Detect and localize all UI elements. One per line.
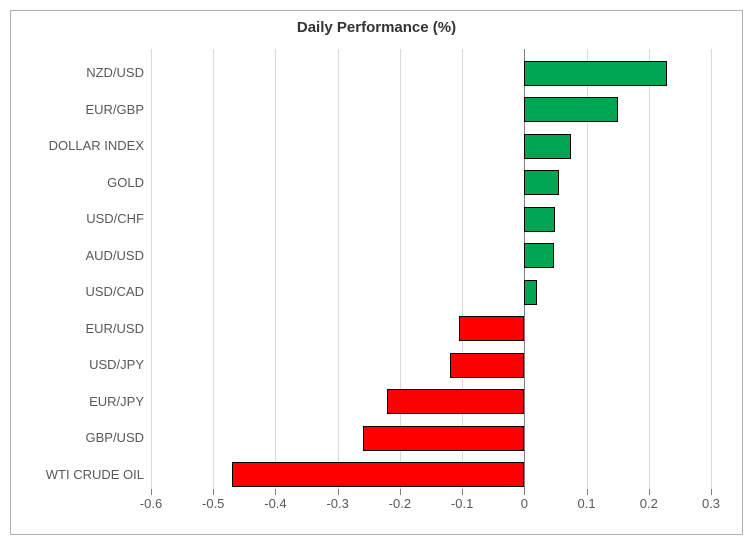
x-axis-label: 0 <box>521 496 528 511</box>
x-axis-label: -0.1 <box>451 496 473 511</box>
y-axis-label: AUD/USD <box>14 249 144 262</box>
y-axis-label: GOLD <box>14 176 144 189</box>
plot-area <box>151 49 711 489</box>
bar <box>363 426 525 451</box>
chart-title: Daily Performance (%) <box>11 11 742 41</box>
bar <box>524 61 667 86</box>
bar <box>459 316 524 341</box>
gridline <box>213 49 214 489</box>
y-axis-label: USD/JPY <box>14 358 144 371</box>
bar <box>524 170 558 195</box>
y-axis-label: EUR/USD <box>14 322 144 335</box>
x-axis-label: 0.2 <box>640 496 658 511</box>
y-axis-label: USD/CHF <box>14 212 144 225</box>
x-tick-mark <box>275 489 276 495</box>
x-axis-label: -0.4 <box>264 496 286 511</box>
x-tick-mark <box>213 489 214 495</box>
x-tick-mark <box>400 489 401 495</box>
y-axis-label: EUR/GBP <box>14 103 144 116</box>
x-axis-label: -0.3 <box>326 496 348 511</box>
y-axis-label: NZD/USD <box>14 66 144 79</box>
bar <box>524 243 554 268</box>
x-axis-label: -0.6 <box>140 496 162 511</box>
x-axis-label: -0.5 <box>202 496 224 511</box>
y-axis-label: EUR/JPY <box>14 395 144 408</box>
x-tick-mark <box>151 489 152 495</box>
x-axis-label: -0.2 <box>389 496 411 511</box>
x-axis-label: 0.3 <box>702 496 720 511</box>
bar <box>524 207 555 232</box>
bar <box>232 462 524 487</box>
x-tick-mark <box>587 489 588 495</box>
bar <box>387 389 524 414</box>
y-axis-label: GBP/USD <box>14 431 144 444</box>
bar <box>524 134 571 159</box>
gridline <box>711 49 712 489</box>
gridline <box>275 49 276 489</box>
x-tick-mark <box>711 489 712 495</box>
gridline <box>462 49 463 489</box>
y-axis-label: USD/CAD <box>14 285 144 298</box>
gridline <box>400 49 401 489</box>
gridline <box>649 49 650 489</box>
y-axis-label: WTI CRUDE OIL <box>14 468 144 481</box>
x-tick-mark <box>338 489 339 495</box>
bar <box>524 280 536 305</box>
y-axis-label: DOLLAR INDEX <box>14 139 144 152</box>
x-axis-label: 0.1 <box>578 496 596 511</box>
gridline <box>151 49 152 489</box>
bar <box>524 97 617 122</box>
x-tick-mark <box>649 489 650 495</box>
bar <box>450 353 525 378</box>
gridline <box>338 49 339 489</box>
x-tick-mark <box>524 489 525 495</box>
x-tick-mark <box>462 489 463 495</box>
chart-container: Daily Performance (%) -0.6 -0.5 -0.4 -0.3 -0… <box>10 10 743 535</box>
